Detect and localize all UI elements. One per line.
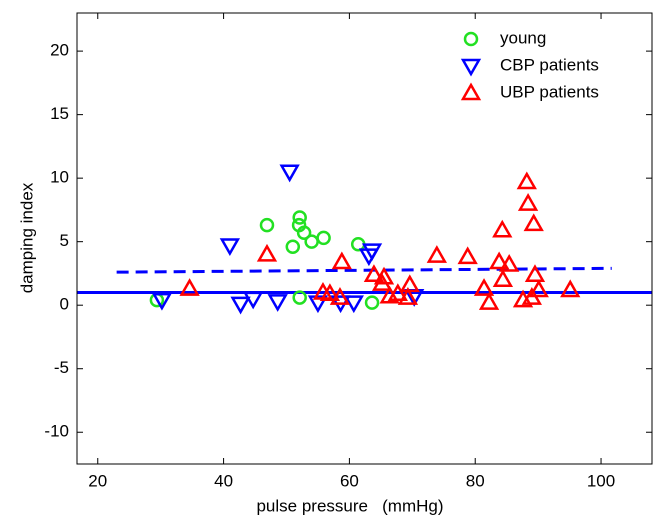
data-point — [463, 31, 479, 47]
data-point — [460, 82, 482, 101]
y-tick-label: 20 — [50, 41, 69, 60]
data-point — [307, 295, 329, 314]
data-point — [492, 269, 514, 288]
data-point — [517, 193, 539, 211]
data-point — [267, 294, 288, 312]
data-point — [343, 295, 364, 314]
data-point — [473, 278, 495, 296]
data-point — [363, 264, 385, 282]
x-tick-label: 80 — [466, 471, 485, 490]
data-point — [457, 246, 478, 265]
x-tick-label: 100 — [587, 471, 615, 490]
data-point — [361, 243, 383, 262]
data-point — [460, 58, 482, 77]
data-point — [397, 287, 419, 305]
data-point — [279, 164, 300, 183]
data-point — [319, 283, 341, 302]
data-point — [560, 279, 581, 298]
data-point — [296, 225, 312, 241]
x-tick-label: 20 — [88, 471, 107, 490]
data-point — [316, 230, 331, 246]
data-point — [256, 243, 278, 262]
data-point — [151, 292, 173, 311]
data-point — [492, 219, 513, 238]
data-point — [230, 296, 251, 315]
x-tick-label: 40 — [214, 471, 233, 490]
y-axis-label: damping index — [17, 182, 36, 293]
y-tick-label: 5 — [60, 231, 69, 250]
data-point — [399, 274, 420, 293]
x-axis-label: pulse pressure (mmHg) — [256, 496, 443, 515]
data-point — [499, 254, 520, 272]
data-point — [426, 245, 448, 263]
data-point — [292, 210, 307, 225]
data-point — [373, 266, 395, 285]
data-point — [364, 295, 380, 310]
data-point — [179, 278, 200, 296]
reference-line — [116, 266, 612, 274]
data-point — [387, 283, 408, 302]
data-point — [285, 239, 301, 255]
plot-frame — [76, 12, 653, 465]
data-point — [528, 279, 549, 298]
data-point — [292, 290, 307, 305]
y-tick-label: 15 — [50, 104, 69, 123]
data-point — [242, 291, 264, 310]
y-tick-label: -10 — [44, 422, 69, 441]
data-point — [523, 213, 544, 232]
x-tick-label: 60 — [340, 471, 359, 490]
y-tick-label: 0 — [60, 295, 69, 314]
data-point — [478, 292, 500, 310]
data-point — [524, 264, 546, 282]
data-point — [219, 238, 241, 257]
plot-area — [76, 12, 653, 465]
data-point — [488, 251, 510, 270]
data-point — [329, 287, 351, 305]
legend-label: UBP patients — [500, 82, 599, 101]
data-point — [516, 171, 537, 190]
y-tick-label: -5 — [54, 358, 69, 377]
legend-label: CBP patients — [500, 55, 599, 74]
data-point — [259, 217, 275, 233]
legend-label: young — [500, 28, 546, 47]
data-point — [331, 251, 353, 270]
y-tick-label: 10 — [50, 168, 69, 187]
